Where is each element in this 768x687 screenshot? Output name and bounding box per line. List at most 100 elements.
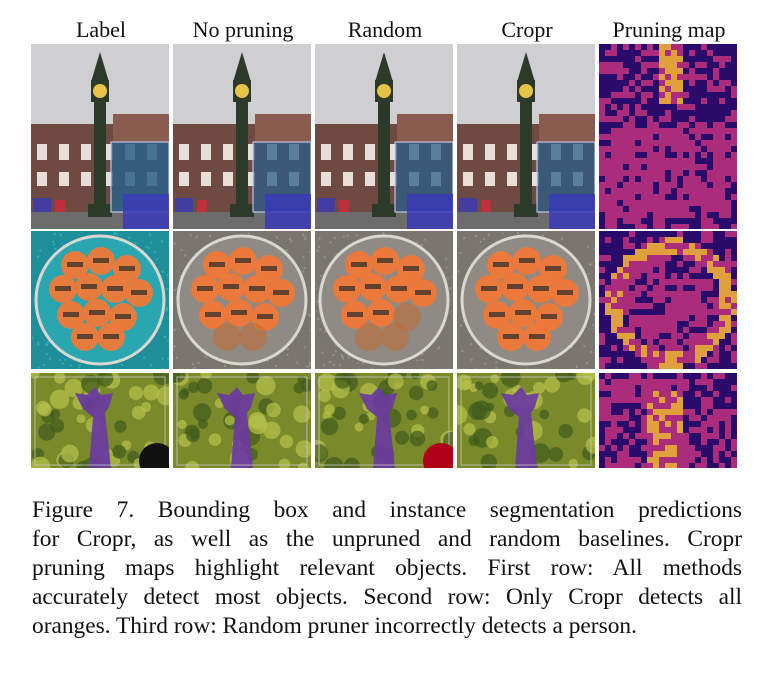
heatmap-cell	[677, 309, 683, 315]
heatmap-cell	[713, 116, 719, 122]
leaf-blob	[315, 444, 329, 463]
heatmap-cell	[713, 92, 719, 98]
orange-tag	[231, 310, 247, 315]
leaf-blob	[143, 384, 160, 401]
heatmap-cell	[707, 315, 713, 321]
heatmap-cell	[629, 445, 635, 451]
giraffe-mask	[501, 387, 539, 468]
heatmap-cell	[605, 409, 611, 415]
heatmap-cell	[659, 291, 665, 297]
heatmap-cell	[629, 363, 635, 369]
heatmap-cell	[647, 110, 653, 116]
orange-tag	[519, 258, 535, 263]
heatmap-cell	[689, 463, 695, 468]
heatmap-cell	[731, 397, 737, 403]
heatmap-cell	[599, 439, 605, 445]
orange-tag	[557, 290, 573, 295]
heatmap-cell	[671, 140, 677, 146]
heatmap-cell	[623, 439, 629, 445]
heatmap-cell	[599, 285, 605, 291]
heatmap-cell	[647, 415, 653, 421]
heatmap-cell	[635, 345, 641, 351]
texture-speck	[445, 266, 448, 269]
heatmap-cell	[629, 409, 635, 415]
heatmap-cell	[635, 451, 641, 457]
heatmap-cell	[695, 451, 701, 457]
heatmap-cell	[725, 164, 731, 170]
heatmap-cell	[659, 140, 665, 146]
heatmap-cell	[707, 309, 713, 315]
heatmap-cell	[707, 62, 713, 68]
heatmap-cell	[689, 98, 695, 104]
leaf-blob	[114, 420, 127, 433]
heatmap-cell	[623, 188, 629, 194]
heatmap-cell	[665, 261, 671, 267]
heatmap-cell	[653, 224, 659, 229]
heatmap-cell	[725, 170, 731, 176]
heatmap-cell	[713, 357, 719, 363]
heatmap-cell	[731, 279, 737, 285]
heatmap-cell	[647, 409, 653, 415]
heatmap-cell	[623, 98, 629, 104]
heatmap-cell	[653, 140, 659, 146]
heatmap-cell	[707, 403, 713, 409]
heatmap-cell	[731, 357, 737, 363]
heatmap-cell	[647, 44, 653, 50]
texture-speck	[309, 314, 311, 317]
heatmap-cell	[623, 56, 629, 62]
heatmap-cell	[629, 164, 635, 170]
texture-speck	[541, 234, 544, 237]
leaf-blob	[248, 415, 268, 435]
heatmap-cell	[701, 62, 707, 68]
heatmap-cell	[647, 339, 653, 345]
heatmap-cell	[695, 427, 701, 433]
giraffe-box	[318, 376, 450, 466]
heatmap-cell	[617, 327, 623, 333]
heatmap-cell	[689, 357, 695, 363]
heatmap-cell	[635, 315, 641, 321]
texture-speck	[460, 324, 463, 327]
heatmap-cell	[677, 463, 683, 468]
heatmap-cell	[719, 158, 725, 164]
heatmap-cell	[611, 116, 617, 122]
heatmap-cell	[671, 303, 677, 309]
heatmap-cell	[707, 463, 713, 468]
heatmap-cell	[671, 463, 677, 468]
heatmap-cell	[719, 212, 725, 218]
texture-speck	[306, 365, 309, 368]
heatmap-cell	[689, 134, 695, 140]
heatmap-cell	[725, 457, 731, 463]
heatmap-cell	[701, 357, 707, 363]
heatmap-cell	[707, 194, 713, 200]
heatmap-cell	[677, 345, 683, 351]
heatmap-cell	[635, 110, 641, 116]
heatmap-cell	[617, 62, 623, 68]
texture-speck	[347, 356, 350, 359]
texture-speck	[37, 343, 40, 346]
heatmap-cell	[599, 152, 605, 158]
heatmap-cell	[647, 68, 653, 74]
heatmap-cell	[677, 158, 683, 164]
heatmap-cell	[665, 333, 671, 339]
heatmap-cell	[725, 303, 731, 309]
heatmap-cell	[677, 98, 683, 104]
heatmap-cell	[599, 433, 605, 439]
heatmap-cell	[611, 261, 617, 267]
heatmap-cell	[671, 158, 677, 164]
heatmap-cell	[605, 433, 611, 439]
heatmap-cell	[665, 218, 671, 224]
heatmap-cell	[701, 463, 707, 468]
heatmap-cell	[653, 463, 659, 468]
heatmap-cell	[665, 321, 671, 327]
heatmap-cell	[617, 273, 623, 279]
heatmap-cell	[623, 152, 629, 158]
heatmap-cell	[617, 170, 623, 176]
orange-tag	[503, 334, 519, 339]
heatmap-cell	[611, 68, 617, 74]
heatmap-cell	[641, 80, 647, 86]
heatmap-cell	[683, 116, 689, 122]
heatmap-cell	[599, 218, 605, 224]
heatmap-cell	[647, 182, 653, 188]
heatmap-cell	[725, 291, 731, 297]
heatmap-cell	[701, 267, 707, 273]
